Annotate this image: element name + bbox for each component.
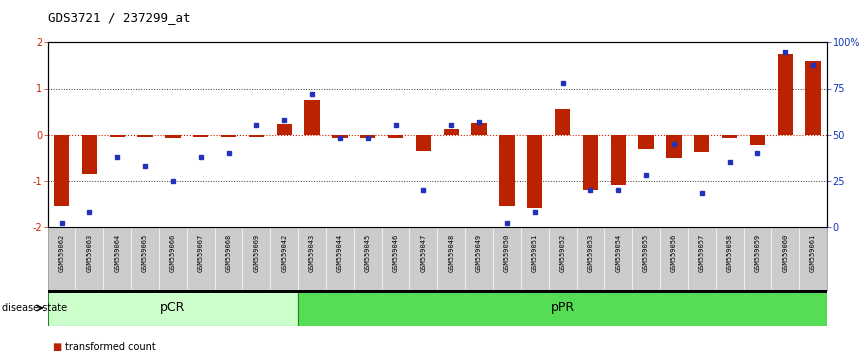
Text: GSM559054: GSM559054 <box>615 234 621 273</box>
Bar <box>221 135 236 137</box>
Bar <box>805 61 821 135</box>
Bar <box>360 135 375 138</box>
Bar <box>81 135 97 174</box>
Text: GSM559069: GSM559069 <box>254 234 260 273</box>
Bar <box>48 290 298 326</box>
Bar <box>583 135 598 190</box>
Text: pPR: pPR <box>551 302 575 314</box>
Text: GSM559058: GSM559058 <box>727 234 733 273</box>
Bar <box>750 135 765 145</box>
Text: GSM559065: GSM559065 <box>142 234 148 273</box>
Bar <box>638 135 654 149</box>
Text: pCR: pCR <box>160 302 185 314</box>
Text: GSM559044: GSM559044 <box>337 234 343 273</box>
Bar <box>722 135 737 138</box>
Text: GSM559059: GSM559059 <box>754 234 760 273</box>
Text: GDS3721 / 237299_at: GDS3721 / 237299_at <box>48 11 191 24</box>
Text: GSM559061: GSM559061 <box>810 234 816 273</box>
Bar <box>666 135 682 159</box>
Bar <box>443 129 459 135</box>
Bar <box>276 124 292 135</box>
Text: GSM559064: GSM559064 <box>114 234 120 273</box>
Text: GSM559049: GSM559049 <box>476 234 482 273</box>
Text: GSM559042: GSM559042 <box>281 234 288 273</box>
Text: ■: ■ <box>52 342 61 352</box>
Text: GSM559066: GSM559066 <box>170 234 176 273</box>
Bar <box>500 135 514 206</box>
Bar <box>555 109 570 135</box>
Bar <box>249 135 264 137</box>
Bar <box>611 135 626 185</box>
Bar <box>298 290 827 326</box>
Bar <box>333 135 347 138</box>
Bar <box>193 135 209 137</box>
Text: GSM559047: GSM559047 <box>420 234 426 273</box>
Text: GSM559056: GSM559056 <box>671 234 677 273</box>
Text: GSM559068: GSM559068 <box>225 234 231 273</box>
Text: GSM559053: GSM559053 <box>587 234 593 273</box>
Bar <box>165 135 180 138</box>
Text: GSM559060: GSM559060 <box>782 234 788 273</box>
Text: GSM559055: GSM559055 <box>643 234 650 273</box>
Text: GSM559052: GSM559052 <box>559 234 565 273</box>
Text: GSM559046: GSM559046 <box>392 234 398 273</box>
Bar <box>527 135 542 208</box>
Bar <box>695 135 709 152</box>
Text: GSM559050: GSM559050 <box>504 234 510 273</box>
Text: GSM559045: GSM559045 <box>365 234 371 273</box>
Text: GSM559051: GSM559051 <box>532 234 538 273</box>
Text: GSM559057: GSM559057 <box>699 234 705 273</box>
Bar <box>471 123 487 135</box>
Text: GSM559067: GSM559067 <box>197 234 204 273</box>
Bar <box>110 135 125 137</box>
Text: GSM559048: GSM559048 <box>449 234 455 273</box>
Text: GSM559043: GSM559043 <box>309 234 315 273</box>
Bar <box>54 135 69 206</box>
Bar <box>138 135 152 137</box>
Bar <box>305 100 320 135</box>
Text: GSM559063: GSM559063 <box>87 234 93 273</box>
Text: transformed count: transformed count <box>65 342 156 352</box>
Text: GSM559062: GSM559062 <box>59 234 65 273</box>
Text: disease state: disease state <box>2 303 67 313</box>
Bar <box>48 290 827 293</box>
Bar <box>778 54 793 135</box>
Bar <box>388 135 404 138</box>
Bar <box>416 135 431 151</box>
